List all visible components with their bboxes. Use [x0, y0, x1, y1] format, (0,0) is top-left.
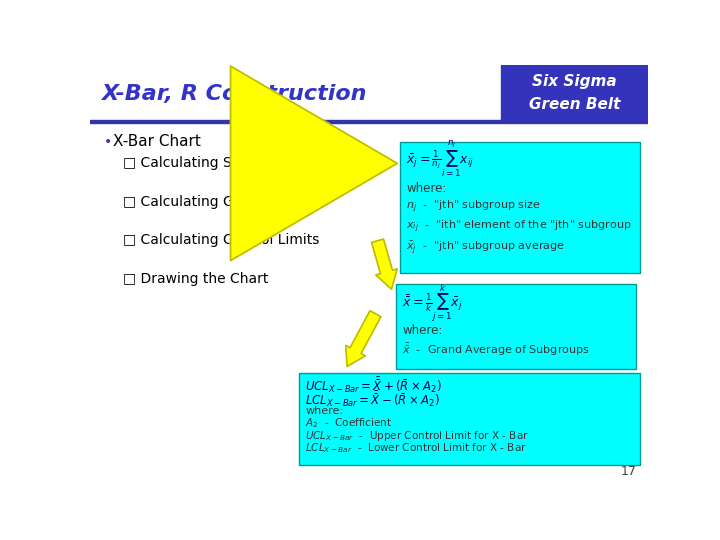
Text: X-Bar Chart: X-Bar Chart	[113, 134, 201, 149]
Text: $\bar{x}_j = \frac{1}{n_j}\sum_{i=1}^{n_j} x_{ij}$: $\bar{x}_j = \frac{1}{n_j}\sum_{i=1}^{n_…	[406, 138, 474, 179]
Text: $\bar{\bar{x}}$  -  Grand Average of Subgroups: $\bar{\bar{x}}$ - Grand Average of Subgr…	[402, 341, 590, 358]
Bar	[500, 65, 648, 120]
Text: □ Calculating Grand Average: □ Calculating Grand Average	[122, 195, 327, 209]
Text: where:: where:	[402, 324, 443, 337]
Text: 17: 17	[621, 465, 636, 478]
Text: $UCL_{X-Bar}$  -  Upper Control Limit for X - Bar: $UCL_{X-Bar}$ - Upper Control Limit for …	[305, 429, 529, 443]
FancyArrowPatch shape	[372, 239, 397, 289]
Text: Green Belt: Green Belt	[528, 97, 620, 112]
Bar	[90, 120, 648, 123]
Text: $LCL_{X-Bar}$  -  Lower Control Limit for X - Bar: $LCL_{X-Bar}$ - Lower Control Limit for …	[305, 441, 527, 455]
Bar	[400, 142, 640, 273]
Text: $n_j$  -  "jth" subgroup size: $n_j$ - "jth" subgroup size	[406, 199, 541, 215]
Text: □ Calculating Subgroup Averages: □ Calculating Subgroup Averages	[122, 157, 358, 170]
Text: □ Drawing the Chart: □ Drawing the Chart	[122, 272, 268, 286]
Text: $x_{ij}$  -  "ith" element of the "jth" subgroup: $x_{ij}$ - "ith" element of the "jth" su…	[406, 218, 631, 235]
Text: $\bar{x}_j$  -  "jth" subgroup average: $\bar{x}_j$ - "jth" subgroup average	[406, 240, 565, 256]
Text: $A_2$  -  Coefficient: $A_2$ - Coefficient	[305, 416, 392, 430]
Text: $LCL_{X-Bar} = \bar{\bar{X}} - (\bar{R} \times A_2)$: $LCL_{X-Bar} = \bar{\bar{X}} - (\bar{R} …	[305, 389, 440, 409]
Text: where:: where:	[406, 181, 446, 194]
Text: □ Calculating Control Limits: □ Calculating Control Limits	[122, 233, 319, 247]
Bar	[300, 373, 640, 465]
Text: $\bar{\bar{x}} = \frac{1}{k}\sum_{j=1}^{k}\bar{x}_j$: $\bar{\bar{x}} = \frac{1}{k}\sum_{j=1}^{…	[402, 283, 463, 325]
FancyArrowPatch shape	[346, 310, 381, 367]
Text: where:: where:	[305, 406, 343, 416]
Bar	[396, 284, 636, 369]
Text: X-Bar, R Construction: X-Bar, R Construction	[102, 84, 367, 104]
Text: $UCL_{X-Bar} = \bar{\bar{X}} + (\bar{R} \times A_2)$: $UCL_{X-Bar} = \bar{\bar{X}} + (\bar{R} …	[305, 375, 442, 395]
Text: Six Sigma: Six Sigma	[532, 74, 617, 89]
Text: •: •	[104, 135, 112, 149]
